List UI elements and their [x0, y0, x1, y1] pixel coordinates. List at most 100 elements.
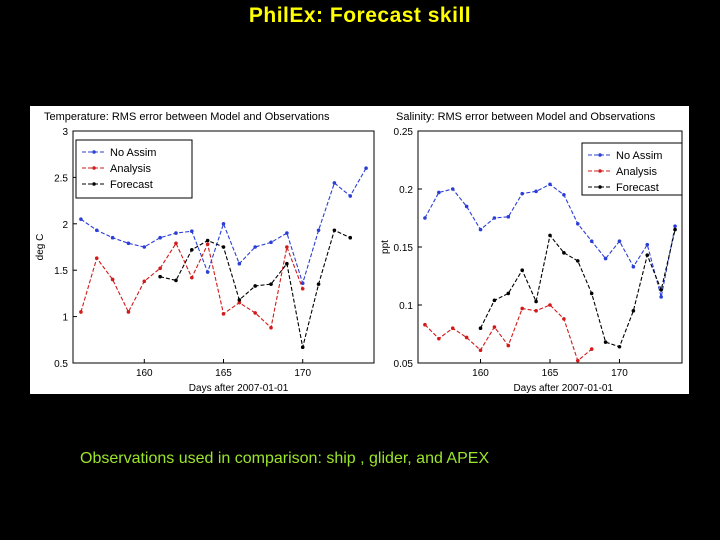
- data-point: [617, 344, 622, 349]
- data-point: [506, 215, 511, 219]
- data-point: [603, 340, 608, 344]
- caption-text: Observations used in comparison: ship , …: [80, 450, 490, 467]
- chart-1: Salinity: RMS error between Model and Ob…: [380, 111, 683, 394]
- data-point: [269, 240, 273, 245]
- y-tick-label: 2.5: [54, 173, 68, 184]
- data-point: [423, 216, 427, 220]
- legend: No Assim Analysis Forecast: [581, 142, 683, 196]
- legend-label: No Assim: [616, 150, 662, 162]
- data-point: [548, 182, 552, 187]
- legend: No Assim Analysis Forecast: [75, 139, 193, 199]
- y-tick-label: 0.1: [399, 301, 413, 312]
- x-tick-label: 160: [136, 368, 153, 379]
- data-point: [534, 189, 538, 194]
- legend-label: Analysis: [110, 163, 151, 175]
- data-point: [548, 233, 552, 238]
- data-point: [575, 222, 580, 226]
- data-point: [300, 286, 305, 291]
- y-tick-label: 3: [62, 127, 68, 138]
- data-point: [79, 217, 83, 221]
- data-point: [221, 312, 226, 316]
- data-point: [110, 235, 115, 240]
- data-point: [520, 191, 525, 196]
- data-point: [253, 245, 257, 249]
- data-point: [589, 291, 594, 296]
- data-point: [190, 275, 194, 280]
- data-point: [506, 343, 511, 348]
- data-point: [562, 193, 566, 197]
- data-point: [332, 228, 337, 233]
- chart-0: Temperature: RMS error between Model and…: [35, 111, 375, 394]
- data-point: [126, 310, 131, 314]
- legend-marker: [598, 185, 602, 189]
- data-point: [673, 224, 677, 228]
- legend-marker: [92, 150, 96, 154]
- series-line: [424, 304, 593, 362]
- legend-label: Forecast: [110, 179, 153, 191]
- y-tick-label: 1: [62, 313, 68, 324]
- data-point: [659, 288, 663, 292]
- data-point: [478, 227, 483, 232]
- data-point: [142, 279, 147, 284]
- data-point: [534, 309, 538, 313]
- data-point: [285, 245, 289, 249]
- x-tick-label: 170: [611, 368, 628, 379]
- slide-title: PhilEx: Forecast skill: [248, 4, 472, 27]
- data-point: [464, 204, 469, 209]
- data-point: [253, 311, 257, 315]
- y-tick-label: 0.05: [394, 359, 414, 370]
- y-axis-label: deg C: [35, 234, 46, 261]
- data-point: [190, 247, 194, 252]
- data-point: [562, 317, 566, 321]
- data-point: [506, 291, 511, 296]
- x-tick-label: 170: [294, 368, 311, 379]
- data-point: [492, 325, 497, 329]
- data-point: [285, 261, 289, 266]
- data-point: [478, 326, 483, 330]
- data-point: [603, 256, 608, 261]
- data-point: [464, 335, 469, 340]
- data-point: [575, 358, 580, 363]
- data-point: [520, 268, 525, 272]
- x-tick-label: 165: [215, 368, 232, 379]
- data-point: [253, 284, 257, 288]
- data-point: [285, 231, 289, 235]
- data-point: [575, 259, 580, 263]
- data-point: [94, 228, 99, 233]
- data-point: [205, 242, 210, 247]
- data-point: [492, 298, 497, 303]
- data-point: [94, 256, 99, 260]
- legend-marker: [598, 169, 602, 173]
- data-point: [589, 239, 594, 243]
- legend-marker: [92, 166, 96, 170]
- data-point: [174, 241, 178, 246]
- x-axis-label: Days after 2007-01-01: [189, 383, 289, 394]
- data-point: [631, 264, 636, 269]
- data-point: [316, 282, 321, 286]
- data-point: [158, 235, 162, 240]
- charts-svg: Temperature: RMS error between Model and…: [35, 111, 683, 394]
- data-point: [269, 325, 273, 330]
- series-no-assim: [79, 166, 368, 286]
- data-point: [348, 194, 353, 198]
- data-point: [492, 216, 497, 220]
- data-point: [269, 282, 273, 286]
- data-point: [631, 309, 636, 313]
- data-point: [332, 181, 337, 185]
- legend-label: No Assim: [110, 147, 156, 159]
- x-axis-label: Days after 2007-01-01: [513, 383, 613, 394]
- data-point: [520, 306, 525, 311]
- data-point: [348, 235, 353, 240]
- data-point: [205, 238, 210, 243]
- data-point: [437, 336, 441, 341]
- data-point: [659, 295, 663, 299]
- data-point: [205, 270, 210, 274]
- chart-title: Salinity: RMS error between Model and Ob…: [396, 111, 656, 123]
- y-tick-label: 0.2: [399, 185, 413, 196]
- data-point: [673, 227, 677, 232]
- data-point: [158, 274, 162, 279]
- figure-panel: Temperature: RMS error between Model and…: [30, 106, 689, 394]
- data-point: [645, 253, 650, 257]
- x-tick-label: 165: [542, 368, 559, 379]
- data-point: [221, 222, 226, 226]
